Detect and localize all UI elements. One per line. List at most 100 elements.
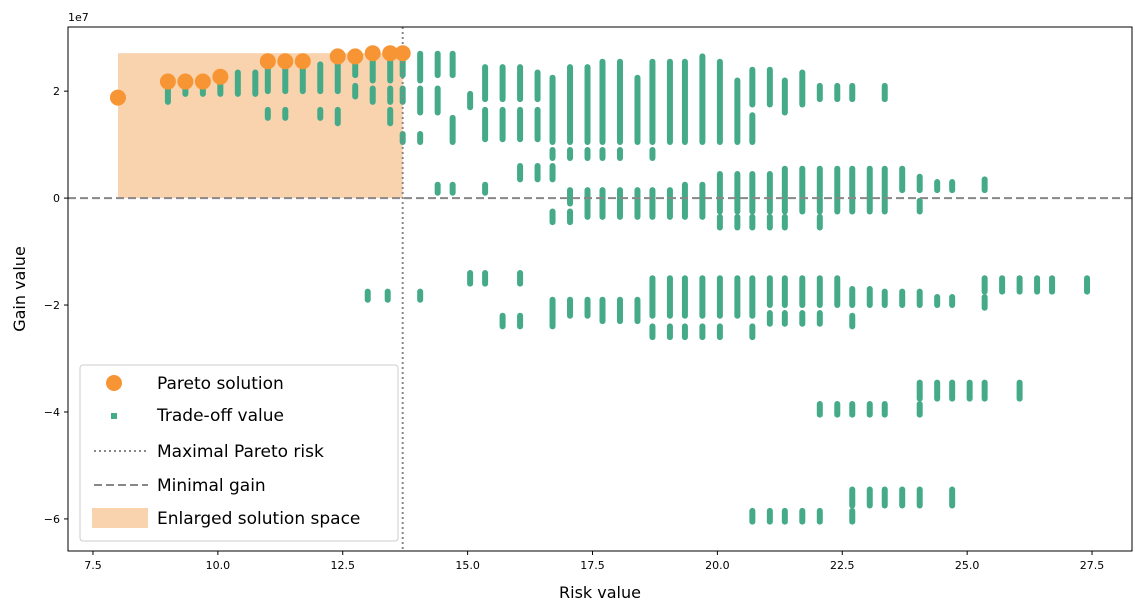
x-tick-label: 22.5 (830, 559, 855, 572)
pareto-point (347, 48, 364, 65)
tradeoff-point-group (849, 486, 856, 509)
pareto-point (194, 73, 211, 90)
tradeoff-point-group (749, 112, 756, 145)
tradeoff-point-group (981, 275, 988, 295)
tradeoff-point-group (549, 163, 556, 183)
tradeoff-point-group (584, 64, 591, 145)
tradeoff-point-group (881, 82, 888, 103)
tradeoff-point-group (866, 486, 873, 509)
tradeoff-point-group (749, 323, 756, 341)
tradeoff-point-group (649, 323, 656, 341)
tradeoff-point-group (517, 269, 524, 287)
x-tick-label: 15.0 (455, 559, 480, 572)
tradeoff-point-group (681, 58, 688, 145)
legend-pareto-label: Pareto solution (157, 374, 284, 394)
tradeoff-point-group (949, 379, 956, 402)
tradeoff-point-group (616, 146, 623, 161)
tradeoff-point-group (816, 400, 823, 418)
tradeoff-point-group (766, 507, 773, 525)
reference-lines-layer (68, 27, 1132, 551)
tradeoff-point-group (849, 312, 856, 330)
tradeoff-point-group (634, 187, 641, 220)
tradeoff-point-group (849, 286, 856, 309)
tradeoff-point-group (799, 69, 806, 108)
tradeoff-point-group (781, 507, 788, 525)
tradeoff-point-group (534, 163, 541, 183)
tradeoff-point-group (549, 74, 556, 145)
tradeoff-point-group (749, 213, 756, 231)
axes-layer: 7.5 10.0 12.5 15.0 17.5 20.0 22.5 25.0 27.5 −6 −4 −… (44, 85, 1105, 572)
tradeoff-point-group (616, 187, 623, 220)
tradeoff-point-group (252, 69, 259, 97)
tradeoff-point-group (781, 77, 788, 116)
pareto-layer (109, 45, 411, 106)
tradeoff-point-group (716, 213, 723, 231)
tradeoff-point-group (734, 171, 741, 215)
y-tick-label: −4 (44, 406, 60, 419)
tradeoff-point-group (916, 288, 923, 309)
tradeoff-point-group (834, 400, 841, 418)
tradeoff-point-group (916, 379, 923, 402)
tradeoff-point-group (799, 310, 806, 327)
tradeoff-point-group (749, 507, 756, 525)
tradeoff-layer (114, 50, 1091, 525)
tradeoff-point-group (699, 181, 706, 220)
tradeoff-point-group (434, 85, 441, 116)
legend-box (79, 364, 399, 542)
tradeoff-point-group (699, 323, 706, 341)
tradeoff-point-group (1034, 275, 1041, 295)
tradeoff-point-group (849, 507, 856, 525)
tradeoff-point-group (916, 486, 923, 509)
tradeoff-point-group (766, 66, 773, 108)
pareto-point (329, 48, 346, 65)
pareto-point (159, 73, 176, 90)
tradeoff-point-group (681, 181, 688, 220)
tradeoff-point-group (749, 66, 756, 108)
tradeoff-point-group (834, 82, 841, 103)
pareto-point (277, 53, 294, 70)
tradeoff-point-group (866, 286, 873, 309)
tradeoff-point-group (567, 64, 574, 145)
tradeoff-point-group (584, 187, 591, 220)
tradeoff-point-group (567, 208, 574, 226)
tradeoff-point-group (881, 288, 888, 309)
tradeoff-point-group (899, 165, 906, 194)
tradeoff-point-group (981, 379, 988, 402)
tradeoff-point-group (981, 294, 988, 311)
pareto-point (364, 45, 381, 62)
tradeoff-point-group (467, 269, 474, 287)
tradeoff-point-group (666, 323, 673, 341)
tradeoff-point-group (449, 181, 456, 196)
tradeoff-point-group (816, 165, 823, 215)
tradeoff-point-group (816, 275, 823, 309)
tradeoff-point-group (264, 106, 271, 121)
tradeoff-point-group (716, 323, 723, 341)
tradeoff-point-group (417, 130, 424, 145)
x-tick-label: 20.0 (705, 559, 730, 572)
tradeoff-point-group (781, 213, 788, 231)
tradeoff-point-group (734, 275, 741, 319)
tradeoff-point-group (334, 106, 341, 127)
tradeoff-point-group (881, 486, 888, 509)
tradeoff-point-group (934, 379, 941, 402)
tradeoff-point-group (734, 213, 741, 231)
tradeoff-point-group (834, 165, 841, 215)
y-tick-label: 2 (53, 85, 60, 98)
region-layer (117, 53, 403, 199)
tradeoff-point-group (1084, 275, 1091, 295)
tradeoff-point-group (816, 82, 823, 103)
tradeoff-point-group (482, 64, 489, 103)
tradeoff-point-group (1016, 275, 1023, 295)
tradeoff-point-group (1049, 275, 1056, 295)
x-tick-label: 12.5 (330, 559, 355, 572)
y-tick-label: −2 (44, 299, 60, 312)
x-tick-label: 10.0 (206, 559, 231, 572)
tradeoff-point-group (282, 106, 289, 121)
tradeoff-point-group (981, 176, 988, 194)
tradeoff-point-group (549, 208, 556, 226)
tradeoff-point-group (482, 269, 489, 287)
pareto-point (212, 68, 229, 85)
tradeoff-point-group (699, 53, 706, 145)
tradeoff-point-group (699, 275, 706, 319)
